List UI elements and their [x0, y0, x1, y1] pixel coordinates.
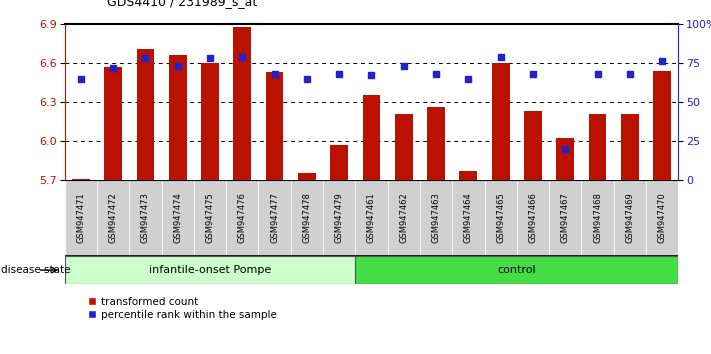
- Point: [333, 71, 345, 77]
- Bar: [194, 180, 226, 256]
- Text: GSM947478: GSM947478: [302, 192, 311, 243]
- Point: [365, 73, 377, 78]
- Point: [430, 71, 442, 77]
- Point: [656, 59, 668, 64]
- Point: [301, 76, 313, 81]
- Text: GSM947473: GSM947473: [141, 192, 150, 243]
- Point: [269, 71, 280, 77]
- Point: [592, 71, 603, 77]
- Bar: [233, 27, 251, 180]
- Text: GSM947474: GSM947474: [173, 192, 182, 243]
- Bar: [653, 71, 671, 180]
- Text: GSM947472: GSM947472: [109, 192, 117, 243]
- Bar: [298, 173, 316, 180]
- Point: [495, 54, 506, 59]
- Bar: [105, 67, 122, 180]
- Bar: [517, 180, 549, 256]
- Text: GSM947467: GSM947467: [561, 192, 570, 243]
- Bar: [65, 256, 356, 284]
- Bar: [356, 256, 678, 284]
- Text: GSM947463: GSM947463: [432, 192, 441, 243]
- Bar: [331, 145, 348, 180]
- Text: infantile-onset Pompe: infantile-onset Pompe: [149, 265, 271, 275]
- Bar: [129, 180, 161, 256]
- Point: [204, 56, 215, 61]
- Text: GSM947475: GSM947475: [205, 192, 215, 243]
- Bar: [356, 180, 387, 256]
- Bar: [420, 180, 452, 256]
- Bar: [614, 180, 646, 256]
- Text: GSM947462: GSM947462: [400, 192, 408, 243]
- Bar: [161, 180, 194, 256]
- Point: [560, 146, 571, 152]
- Bar: [169, 55, 186, 180]
- Bar: [387, 180, 420, 256]
- Point: [398, 63, 410, 69]
- Point: [140, 56, 151, 61]
- Bar: [72, 178, 90, 180]
- Bar: [97, 180, 129, 256]
- Bar: [363, 96, 380, 180]
- Point: [172, 63, 183, 69]
- Bar: [549, 180, 582, 256]
- Bar: [323, 180, 356, 256]
- Text: GSM947464: GSM947464: [464, 192, 473, 243]
- Point: [75, 76, 87, 81]
- Bar: [137, 49, 154, 180]
- Bar: [291, 180, 323, 256]
- Text: GSM947476: GSM947476: [237, 192, 247, 243]
- Text: GSM947465: GSM947465: [496, 192, 506, 243]
- Bar: [452, 180, 484, 256]
- Bar: [427, 107, 445, 180]
- Text: GDS4410 / 231989_s_at: GDS4410 / 231989_s_at: [107, 0, 257, 8]
- Text: GSM947477: GSM947477: [270, 192, 279, 243]
- Bar: [524, 111, 542, 180]
- Bar: [65, 180, 97, 256]
- Bar: [621, 114, 638, 180]
- Bar: [484, 180, 517, 256]
- Bar: [395, 114, 412, 180]
- Text: control: control: [498, 265, 536, 275]
- Bar: [492, 63, 510, 180]
- Bar: [557, 138, 574, 180]
- Text: GSM947461: GSM947461: [367, 192, 376, 243]
- Bar: [646, 180, 678, 256]
- Text: GSM947466: GSM947466: [528, 192, 538, 243]
- Bar: [582, 180, 614, 256]
- Point: [463, 76, 474, 81]
- Text: GSM947479: GSM947479: [335, 192, 343, 243]
- Point: [237, 54, 248, 59]
- Text: GSM947471: GSM947471: [76, 192, 85, 243]
- Text: disease state: disease state: [1, 265, 71, 275]
- Text: GSM947470: GSM947470: [658, 192, 667, 243]
- Legend: transformed count, percentile rank within the sample: transformed count, percentile rank withi…: [84, 293, 281, 324]
- Bar: [459, 171, 477, 180]
- Bar: [201, 63, 219, 180]
- Bar: [226, 180, 259, 256]
- Point: [528, 71, 539, 77]
- Bar: [589, 114, 606, 180]
- Bar: [259, 180, 291, 256]
- Text: GSM947469: GSM947469: [626, 192, 634, 243]
- Point: [624, 71, 636, 77]
- Text: GSM947468: GSM947468: [593, 192, 602, 243]
- Bar: [266, 72, 284, 180]
- Point: [107, 65, 119, 70]
